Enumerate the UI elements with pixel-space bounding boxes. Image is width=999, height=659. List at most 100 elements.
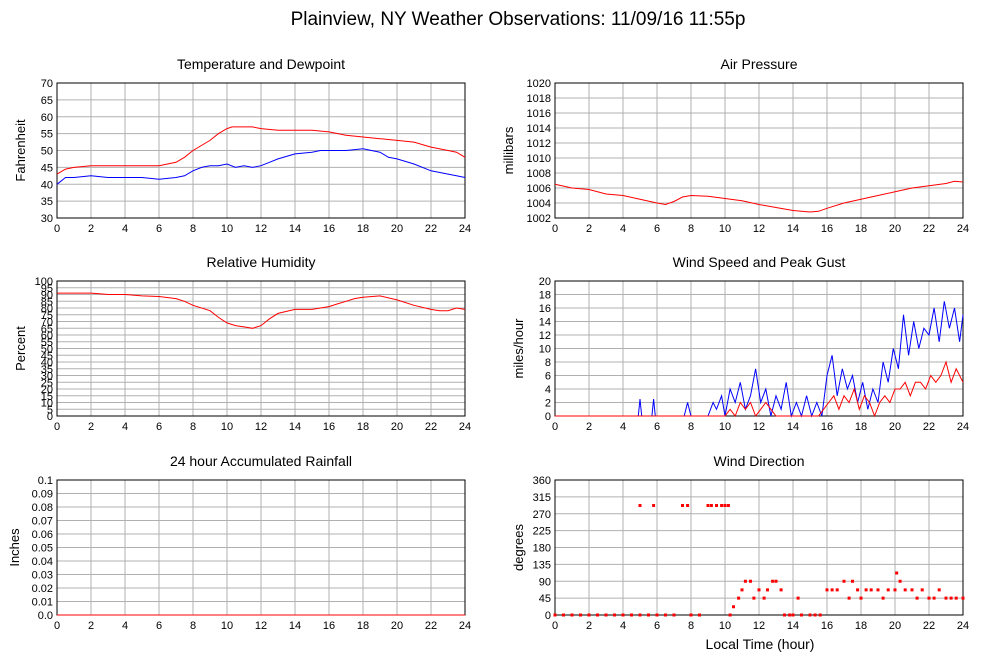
data-point [749,579,752,583]
y-tick-label: 1020 [527,78,551,90]
x-tick-label: 12 [255,620,267,632]
x-tick-label: 12 [255,223,267,235]
x-tick-label: 12 [255,421,267,433]
chart-title: Air Pressure [720,56,797,72]
chart-title: Relative Humidity [207,254,316,270]
y-tick-label: 60 [41,330,53,342]
y-tick-label: 135 [533,559,551,571]
x-tick-label: 2 [586,620,592,632]
x-tick-label: 14 [289,620,301,632]
y-tick-label: 85 [41,296,53,308]
y-axis-label: Percent [13,326,28,371]
x-tick-label: 16 [821,223,833,235]
x-tick-label: 16 [821,421,833,433]
data-point [672,613,676,617]
y-tick-label: 16 [539,303,551,315]
data-point [728,613,732,617]
y-tick-label: 75 [41,310,53,322]
data-point [895,571,899,575]
data-point [847,596,851,600]
x-tick-label: 18 [855,620,867,632]
x-tick-label: 6 [654,620,660,632]
x-tick-label: 6 [156,223,162,235]
data-point [808,613,812,617]
data-point [740,588,744,592]
data-point [596,613,599,617]
data-point [715,504,718,507]
data-point [757,588,761,592]
data-point [562,613,565,617]
y-tick-label: 315 [533,492,551,504]
x-tick-label: 22 [923,421,935,433]
x-tick-label: 8 [688,421,694,433]
y-tick-label: 100 [35,276,53,288]
data-point [771,579,775,583]
x-tick-label: 18 [357,421,369,433]
y-tick-label: 1016 [527,108,551,120]
plot-frame [56,82,466,219]
x-tick-label: 10 [221,620,233,632]
data-point [652,504,656,507]
x-tick-label: 18 [357,620,369,632]
x-tick-label: 0 [54,620,60,632]
y-tick-label: 20 [41,384,53,396]
x-tick-label: 24 [957,223,969,235]
x-tick-label: 22 [923,620,935,632]
data-point [910,588,914,592]
y-tick-label: 360 [533,475,551,487]
y-tick-label: 0.02 [32,583,53,595]
x-tick-label: 12 [753,620,765,632]
x-tick-label: 20 [889,620,901,632]
x-tick-label: 10 [221,223,233,235]
x-tick-label: 2 [586,421,592,433]
data-point [647,613,650,617]
y-axis-label: millibars [501,126,516,174]
data-point [732,605,735,609]
x-tick-label: 24 [957,620,969,632]
data-point [898,579,902,583]
data-point [915,596,919,600]
data-point [932,596,936,600]
data-point [621,613,625,617]
series-line [56,148,466,185]
data-point [893,588,897,592]
data-point [774,579,778,583]
x-tick-label: 6 [156,620,162,632]
x-tick-label: 0 [552,421,558,433]
data-point [689,613,693,617]
y-tick-label: 1014 [527,123,551,135]
y-tick-label: 65 [41,95,53,107]
y-tick-label: 80 [41,303,53,315]
data-point [737,596,741,600]
x-tick-label: 4 [620,620,626,632]
x-tick-label: 6 [654,421,660,433]
data-point [825,588,829,592]
y-tick-label: 18 [539,290,551,302]
x-tick-label: 2 [88,223,94,235]
data-point [720,504,724,507]
plot-frame [554,82,964,219]
x-tick-label: 24 [957,421,969,433]
x-tick-label: 18 [357,223,369,235]
x-tick-label: 8 [190,223,196,235]
data-point [851,579,854,583]
y-tick-label: 95 [41,283,53,295]
x-tick-label: 22 [923,223,935,235]
y-tick-label: 0.0 [38,610,53,622]
data-point [752,596,756,600]
x-tick-label: 16 [323,620,335,632]
chart-title: Temperature and Dewpoint [177,56,345,72]
x-tick-label: 14 [787,421,799,433]
x-tick-label: 0 [552,223,558,235]
plot-frame [554,479,964,616]
data-point [842,579,846,583]
y-tick-label: 4 [545,384,551,396]
data-point [920,588,924,592]
data-point [818,613,822,617]
y-tick-label: 0.08 [32,502,53,514]
data-point [587,613,591,617]
data-point [944,596,948,600]
